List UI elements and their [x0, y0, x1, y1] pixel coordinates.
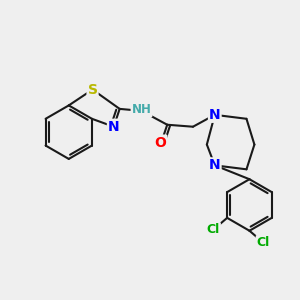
Text: NH: NH: [131, 103, 152, 116]
Text: Cl: Cl: [257, 236, 270, 249]
Text: N: N: [108, 120, 119, 134]
Text: N: N: [209, 158, 220, 172]
Text: O: O: [154, 136, 166, 150]
Text: Cl: Cl: [207, 223, 220, 236]
Text: S: S: [88, 82, 98, 97]
Text: N: N: [209, 108, 220, 122]
